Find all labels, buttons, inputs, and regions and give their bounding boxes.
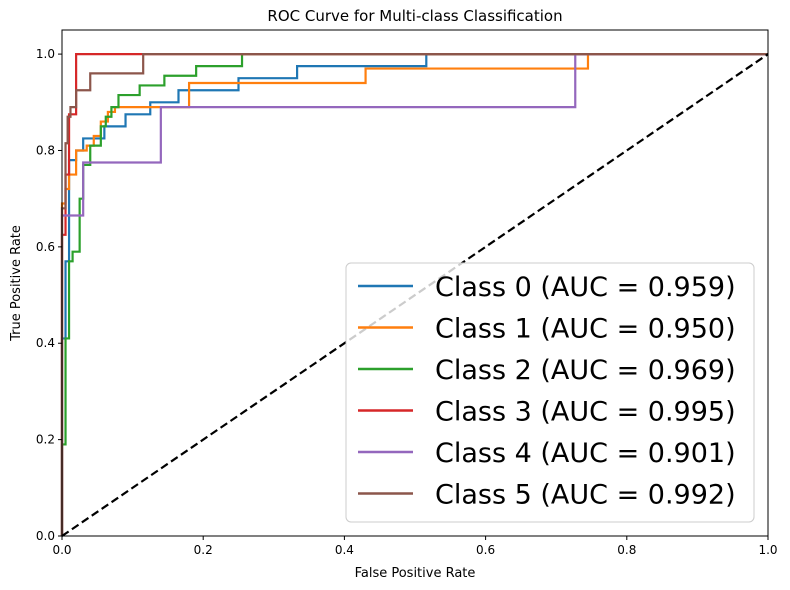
y-tick-label: 0.6 <box>36 240 55 254</box>
roc-line-class-3 <box>60 53 768 536</box>
roc-line-class-4 <box>60 53 768 536</box>
x-tick-label: 0.8 <box>617 543 636 557</box>
legend-label-class-5: Class 5 (AUC = 0.992) <box>435 480 736 511</box>
legend-label-class-0: Class 0 (AUC = 0.959) <box>435 272 736 303</box>
plot-frame <box>61 29 769 537</box>
legend-box <box>345 262 755 523</box>
y-tick-label: 0.8 <box>36 143 55 157</box>
x-axis-label: False Positive Rate <box>355 566 476 581</box>
y-axis-label: True Positive Rate <box>9 225 24 342</box>
axis-ticks: 0.0 0.2 0.4 0.6 0.8 1.0 0.0 0.2 0.4 0.6 0.8 1.0 <box>36 47 778 557</box>
x-tick-label: 0.6 <box>476 543 495 557</box>
roc-line-class-2 <box>60 53 768 536</box>
legend-label-class-1: Class 1 (AUC = 0.950) <box>435 314 736 345</box>
y-tick-label: 0.0 <box>36 529 55 543</box>
x-tick-label: 0.2 <box>194 543 213 557</box>
x-tick-label: 0.4 <box>335 543 354 557</box>
x-tick-label: 0.0 <box>52 543 71 557</box>
legend-label-class-4: Class 4 (AUC = 0.901) <box>435 438 736 469</box>
roc-line-class-5 <box>60 53 768 536</box>
y-tick-label: 1.0 <box>36 47 55 61</box>
legend: Class 0 (AUC = 0.959) Class 1 (AUC = 0.95… <box>345 262 755 523</box>
y-tick-label: 0.2 <box>36 433 55 447</box>
y-tick-label: 0.4 <box>36 336 55 350</box>
legend-label-class-3: Class 3 (AUC = 0.995) <box>435 397 736 428</box>
chart-title: ROC Curve for Multi-class Classification <box>267 7 562 25</box>
x-tick-label: 1.0 <box>758 543 777 557</box>
legend-label-class-2: Class 2 (AUC = 0.969) <box>435 355 736 386</box>
